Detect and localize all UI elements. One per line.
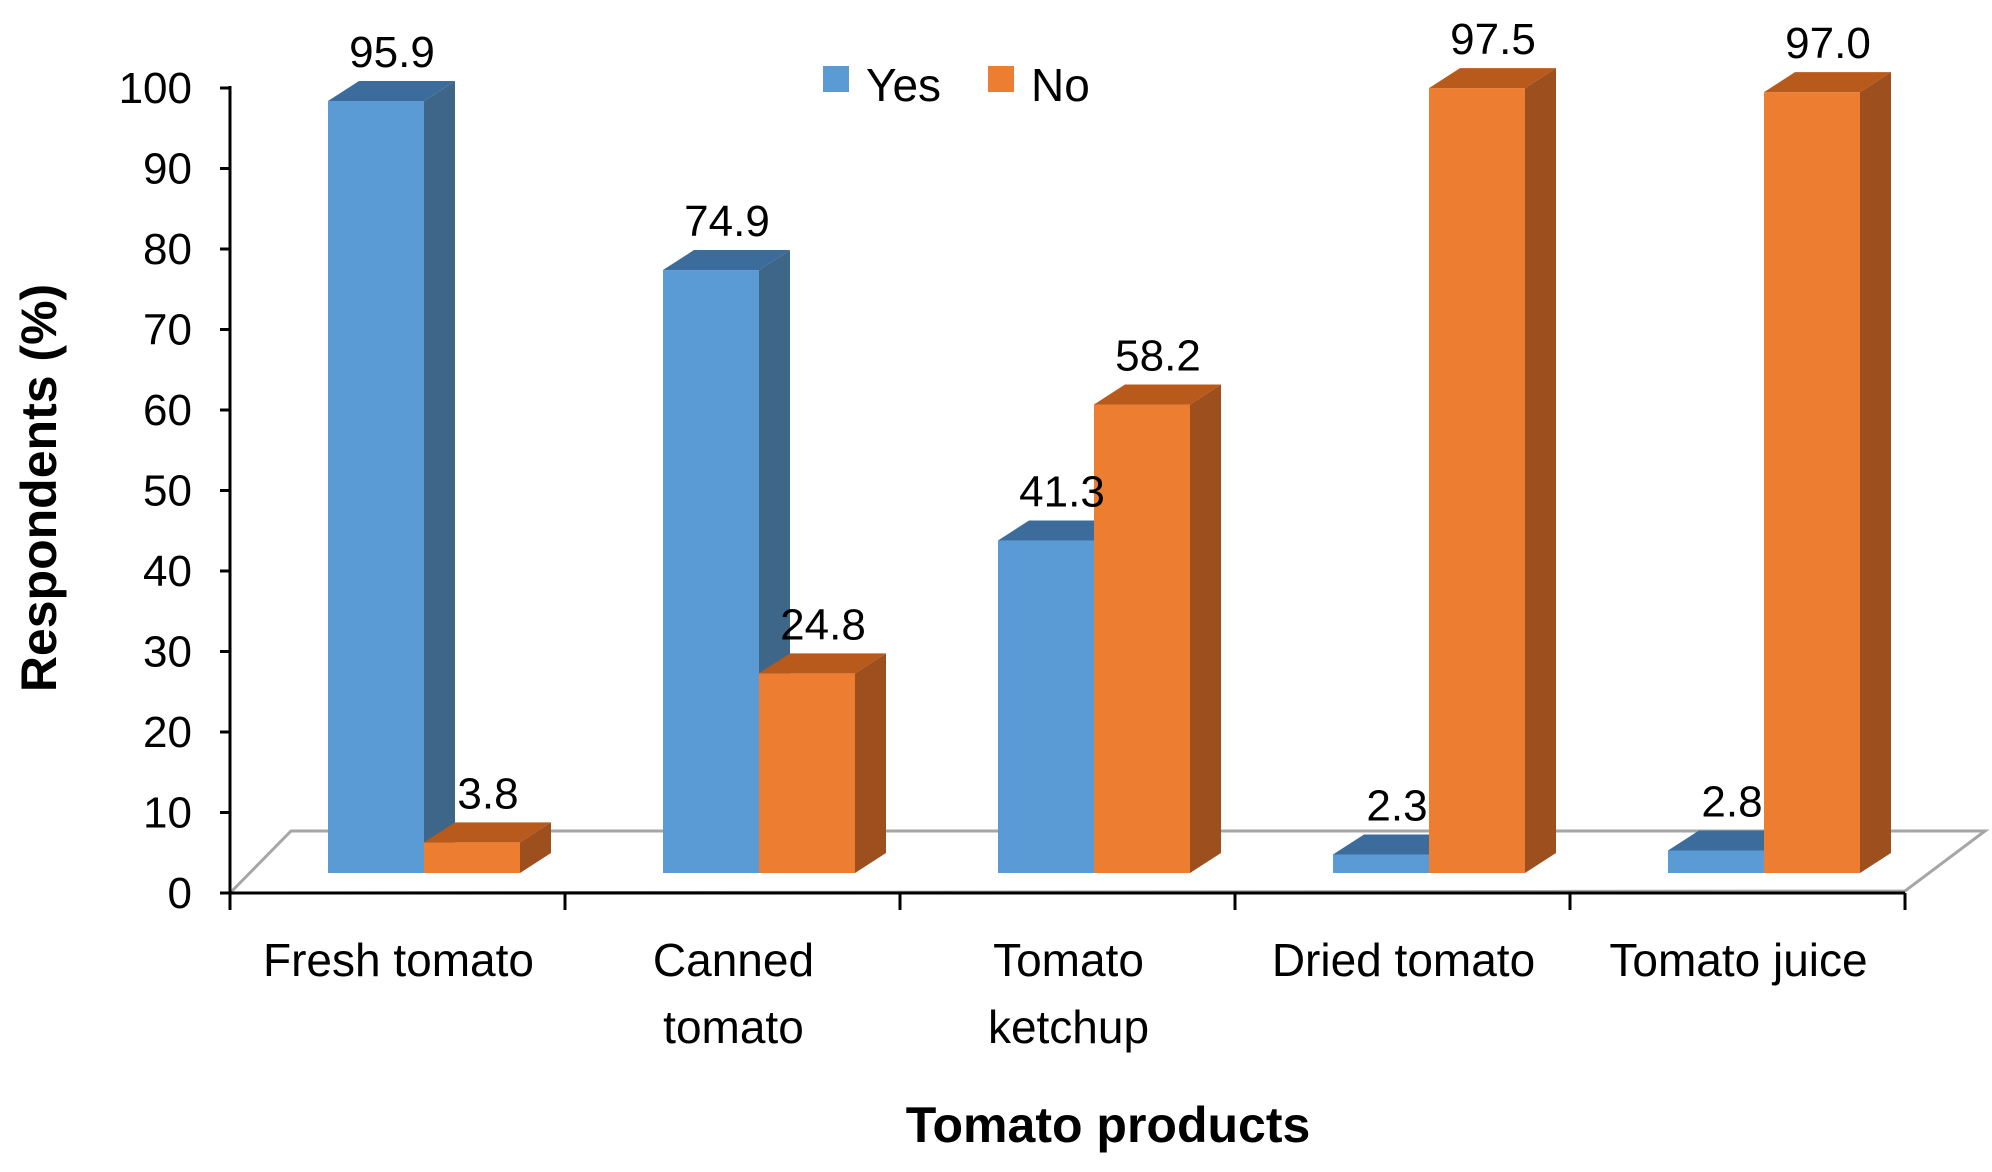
bar-front bbox=[1668, 850, 1764, 873]
data-label-yes-3: 2.3 bbox=[1366, 781, 1427, 830]
bar-front bbox=[759, 673, 855, 873]
y-tick-label: 30 bbox=[143, 628, 192, 677]
legend: Yes No bbox=[823, 59, 1090, 111]
data-label-no-1: 24.8 bbox=[780, 600, 866, 649]
bar-front bbox=[1333, 854, 1429, 873]
y-tick-label: 0 bbox=[168, 869, 192, 918]
bar-top bbox=[1764, 72, 1891, 93]
x-tick-label: Dried tomato bbox=[1272, 934, 1535, 986]
bar-side bbox=[1525, 68, 1556, 873]
bar-front bbox=[663, 270, 759, 873]
data-label-yes-1: 74.9 bbox=[684, 197, 770, 246]
bar-no-1 bbox=[759, 653, 886, 873]
bar-no-2 bbox=[1094, 384, 1221, 873]
data-label-no-4: 97.0 bbox=[1785, 19, 1871, 68]
y-tick-label: 100 bbox=[119, 64, 192, 113]
bar-side bbox=[1190, 384, 1221, 873]
bar-top bbox=[1668, 830, 1795, 851]
bar-front bbox=[1094, 404, 1190, 873]
x-tick-label: Tomato ketchup bbox=[988, 934, 1149, 1053]
bar-side bbox=[424, 81, 455, 873]
bar-top bbox=[663, 250, 790, 271]
y-tick-label: 80 bbox=[143, 225, 192, 274]
bar-top bbox=[998, 520, 1125, 541]
legend-label: No bbox=[1031, 59, 1090, 111]
bar-front bbox=[424, 842, 520, 873]
data-label-yes-2: 41.3 bbox=[1019, 468, 1105, 517]
x-tick-label: Tomato juice bbox=[1609, 934, 1867, 986]
y-tick-label: 20 bbox=[143, 708, 192, 757]
bar-top bbox=[424, 822, 551, 843]
bar-no-4 bbox=[1764, 72, 1891, 873]
bar-front bbox=[328, 101, 424, 873]
data-label-no-2: 58.2 bbox=[1115, 331, 1201, 380]
data-label-yes-0: 95.9 bbox=[349, 28, 435, 77]
y-tick-label: 50 bbox=[143, 467, 192, 516]
x-tick-label: Fresh tomato bbox=[263, 934, 534, 986]
data-labels: 95.9 3.8 74.9 24.8 41.3 58.2 2.3 97.5 2.8 97.0 bbox=[349, 15, 1871, 830]
y-tick-label: 40 bbox=[143, 547, 192, 596]
legend-label: Yes bbox=[866, 59, 941, 111]
legend-swatch bbox=[823, 66, 849, 92]
x-axis-title: Tomato products bbox=[906, 1097, 1311, 1153]
bar-yes-0 bbox=[328, 81, 455, 873]
bar-front bbox=[998, 540, 1094, 873]
y-tick-label: 10 bbox=[143, 789, 192, 838]
legend-item-yes: Yes bbox=[823, 59, 941, 111]
y-tick-label: 70 bbox=[143, 306, 192, 355]
bar-side bbox=[520, 822, 551, 873]
y-axis-title: Respondents (%) bbox=[11, 284, 67, 692]
bar-top bbox=[1429, 68, 1556, 89]
data-label-yes-4: 2.8 bbox=[1701, 777, 1762, 826]
bar-side bbox=[855, 653, 886, 873]
bar-top bbox=[759, 653, 886, 674]
bar-top bbox=[328, 81, 455, 102]
data-label-no-0: 3.8 bbox=[457, 769, 518, 818]
y-tick-label: 60 bbox=[143, 386, 192, 435]
legend-item-no: No bbox=[988, 59, 1090, 111]
bar-front bbox=[1429, 88, 1525, 873]
y-tick-label: 90 bbox=[143, 145, 192, 194]
bar-no-0 bbox=[424, 822, 551, 873]
axes: 0 10 20 30 40 50 60 70 80 90 100 Fresh tomato Canned… bbox=[119, 64, 1907, 1053]
bar-side bbox=[1860, 72, 1891, 873]
legend-swatch bbox=[988, 66, 1014, 92]
bar-top bbox=[1094, 384, 1221, 405]
bar-front bbox=[1764, 92, 1860, 873]
data-label-no-3: 97.5 bbox=[1450, 15, 1536, 64]
x-tick-label: Canned tomato bbox=[653, 934, 814, 1053]
bar-top bbox=[1333, 834, 1460, 855]
bar-no-3 bbox=[1429, 68, 1556, 873]
bars bbox=[328, 68, 1891, 873]
